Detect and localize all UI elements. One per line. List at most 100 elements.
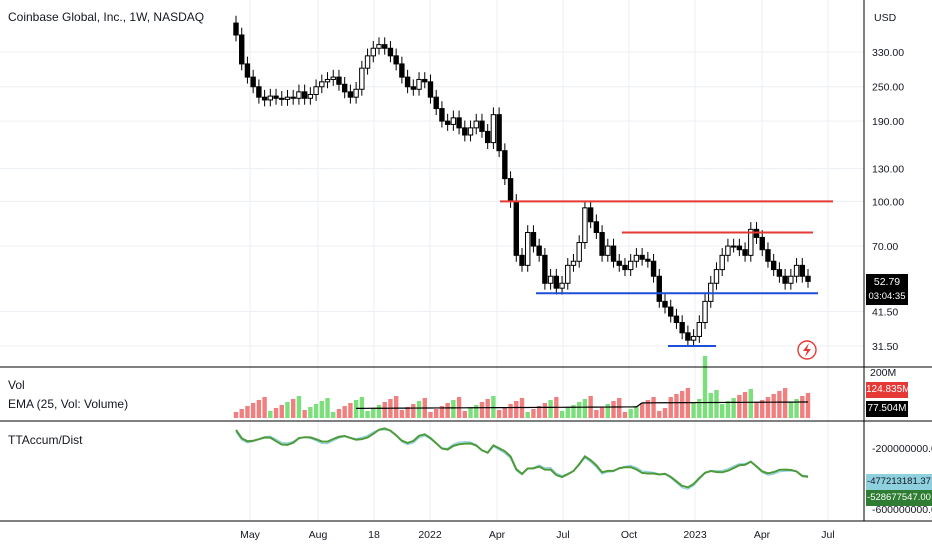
candle-up xyxy=(565,264,571,284)
volume-bar xyxy=(800,396,805,418)
volume-bar xyxy=(628,409,633,418)
volume-bar xyxy=(382,402,387,418)
candle-up xyxy=(627,260,634,271)
candle-up xyxy=(788,275,794,284)
candle-down xyxy=(645,258,651,262)
candle-up xyxy=(307,93,314,99)
candle-down xyxy=(387,47,394,57)
volume-bar xyxy=(439,406,445,418)
candle-down xyxy=(250,76,256,88)
volume-bar xyxy=(428,412,433,418)
candle-down xyxy=(799,264,805,277)
candle-down xyxy=(256,86,262,98)
candle-down xyxy=(404,76,411,88)
volume-bar xyxy=(622,412,628,418)
candle-down xyxy=(805,275,811,282)
volume-bar xyxy=(376,405,382,418)
volume-bar xyxy=(611,401,616,418)
candle-down xyxy=(439,108,445,122)
volume-bar xyxy=(788,402,794,418)
volume-bar xyxy=(416,401,422,418)
volume-bar xyxy=(702,356,708,418)
volume-bar xyxy=(805,393,811,418)
price-tick-label: 330.00 xyxy=(872,47,904,59)
volume-bar xyxy=(325,398,330,418)
candle-up xyxy=(633,254,640,262)
candle-down xyxy=(279,97,285,100)
volume-bars xyxy=(233,356,811,418)
candle-down xyxy=(736,245,743,251)
candle-down xyxy=(530,232,537,247)
candle-down xyxy=(742,249,748,256)
volume-bar xyxy=(491,396,496,418)
candle-down xyxy=(599,232,605,256)
candle-up xyxy=(576,242,582,262)
volume-bar xyxy=(262,397,267,418)
candle-down xyxy=(336,76,342,85)
candle-down xyxy=(484,130,491,144)
countdown-badge: 03:04:35 xyxy=(866,289,908,305)
volume-bar xyxy=(445,403,450,418)
tt-value1-badge: -477213181.37 xyxy=(866,474,932,490)
lightning-icon[interactable] xyxy=(797,340,817,360)
candle-down xyxy=(542,254,548,284)
volume-bar xyxy=(273,408,279,418)
candle-down xyxy=(553,275,560,289)
volume-bar xyxy=(657,411,662,418)
volume-bar xyxy=(645,400,651,418)
tt-axis-label: -600000000.00 xyxy=(872,504,932,516)
volume-bar xyxy=(674,394,679,418)
candle-up xyxy=(570,260,577,266)
candle-down xyxy=(244,63,251,78)
candle-up xyxy=(547,275,554,284)
candle-up xyxy=(473,120,479,129)
volume-bar xyxy=(365,411,370,418)
candle-down xyxy=(513,200,519,256)
candle-down xyxy=(622,264,628,271)
candle-down xyxy=(685,332,691,341)
candle-down xyxy=(770,260,777,271)
candle-up xyxy=(713,269,720,284)
volume-bar xyxy=(508,404,513,418)
volume-bar xyxy=(485,399,490,418)
volume-bar xyxy=(794,399,799,418)
time-tick-label: Oct xyxy=(621,529,637,541)
vol-value-badge: 124.835M xyxy=(866,382,910,398)
volume-bar xyxy=(748,389,753,418)
candle-down xyxy=(233,22,239,36)
candle-down xyxy=(261,96,268,101)
time-tick-label: 2023 xyxy=(683,529,707,541)
candle-up xyxy=(730,245,737,248)
volume-bar xyxy=(342,406,347,418)
candle-up xyxy=(582,207,588,244)
candle-down xyxy=(679,322,685,334)
volume-bar xyxy=(599,407,605,418)
price-tick-label: 250.00 xyxy=(872,82,904,94)
candle-down xyxy=(496,114,502,152)
candle-up xyxy=(605,245,611,256)
volume-bar xyxy=(725,401,731,418)
volume-bar xyxy=(348,403,353,418)
volume-bar xyxy=(319,401,324,418)
ema-label: EMA (25, Vol: Volume) xyxy=(8,397,129,411)
volume-bar xyxy=(336,409,342,418)
candle-down xyxy=(782,275,788,284)
volume-bar xyxy=(708,393,713,418)
candle-down xyxy=(610,245,617,262)
candles xyxy=(233,15,811,347)
volume-bar xyxy=(502,407,508,418)
volume-bar xyxy=(291,399,296,418)
price-tick-label: 100.00 xyxy=(872,196,904,208)
candle-up xyxy=(319,81,325,88)
volume-bar xyxy=(754,403,759,418)
volume-bar xyxy=(720,404,725,418)
candle-down xyxy=(382,44,388,49)
candle-down xyxy=(347,91,354,98)
volume-bar xyxy=(731,398,736,418)
volume-bar xyxy=(279,405,284,418)
time-tick-label: 2022 xyxy=(418,529,442,541)
volume-bar xyxy=(634,406,639,418)
candle-up xyxy=(324,78,331,83)
candle-down xyxy=(639,254,645,260)
time-tick-label: May xyxy=(240,529,261,541)
